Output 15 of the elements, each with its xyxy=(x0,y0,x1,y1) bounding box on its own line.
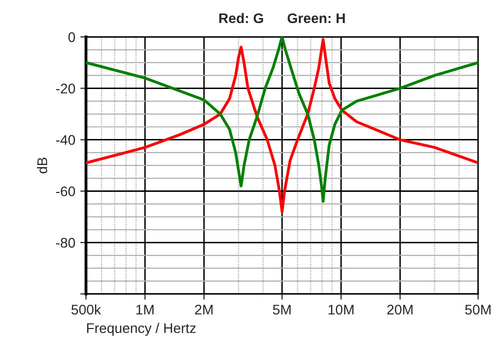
x-tick-label: 1M xyxy=(136,304,154,314)
x-axis-title: Frequency / Hertz xyxy=(87,322,196,336)
y-tick-label: -40 xyxy=(56,135,76,145)
x-tick-label: 50M xyxy=(465,304,490,315)
y-axis-title: dB xyxy=(36,158,48,174)
y-tick-label: 0 xyxy=(68,32,76,42)
y-tick-label: -60 xyxy=(56,186,76,196)
x-tick-label: 10M xyxy=(328,304,354,315)
chart-title: Red: G Green: H xyxy=(219,12,345,24)
y-tick-label: -80 xyxy=(56,238,76,248)
x-tick-label: 20M xyxy=(387,304,412,315)
y-tick-label: -20 xyxy=(56,84,76,94)
x-tick-label: 2M xyxy=(195,304,213,314)
x-tick-label: 5M xyxy=(272,304,291,315)
x-tick-label: 500k xyxy=(71,304,102,315)
